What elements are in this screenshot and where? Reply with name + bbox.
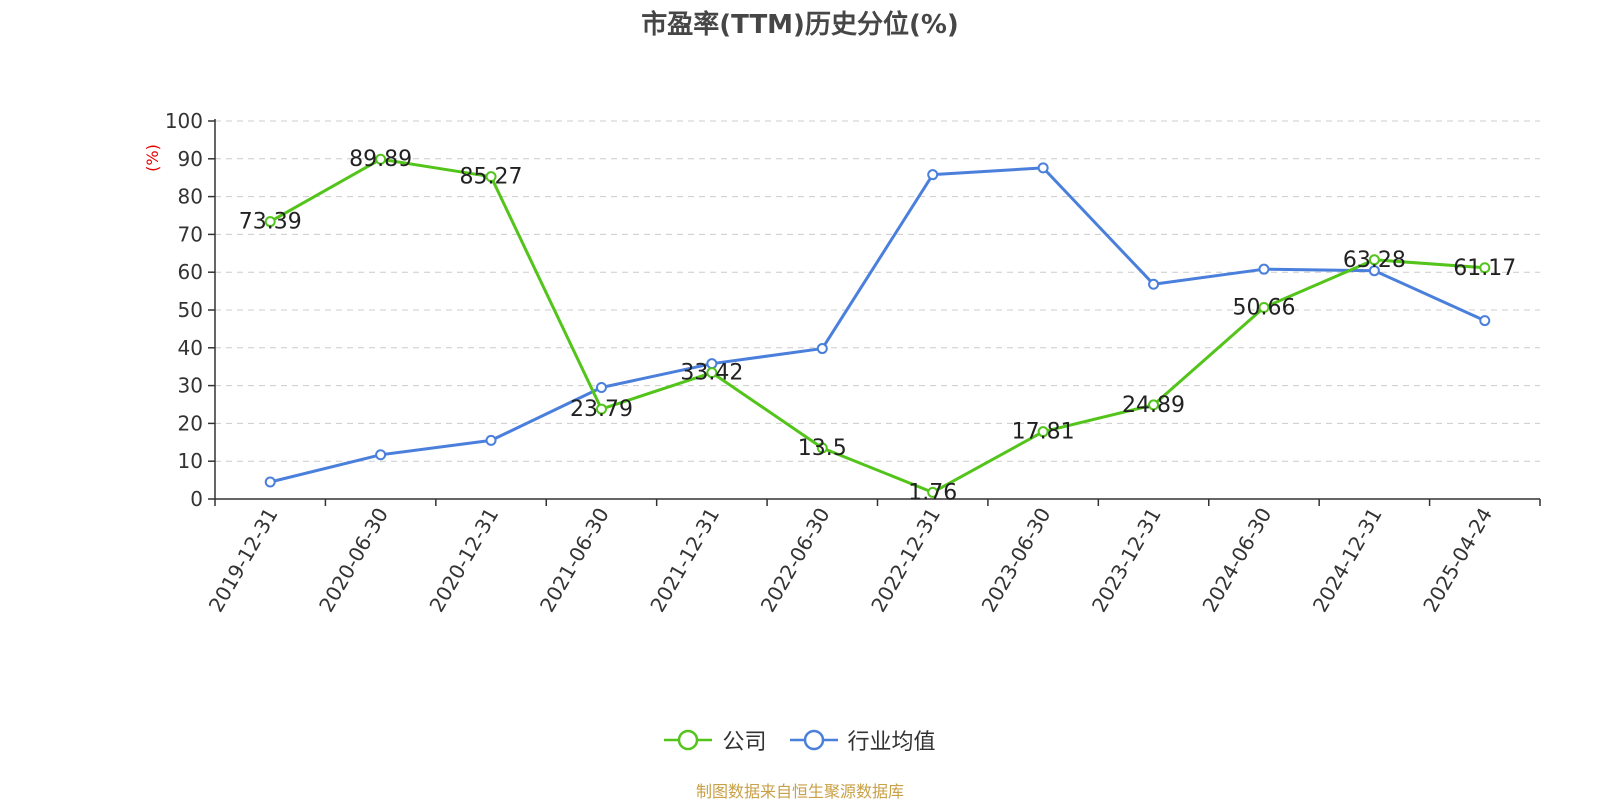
x-tick-label: 2020-12-31: [424, 503, 503, 616]
legend-label-company: 公司: [722, 730, 767, 755]
legend-label-industry: 行业均值: [847, 730, 936, 755]
data-point: [1479, 262, 1491, 274]
data-label: 89.89: [349, 147, 412, 172]
data-point: [816, 442, 828, 454]
data-point: [816, 343, 828, 355]
grid-lines: [215, 120, 1540, 462]
data-label: 1.76: [908, 480, 957, 505]
data-point: [595, 381, 607, 393]
chart-title: 市盈率(TTM)历史分位(%): [641, 10, 959, 40]
x-tick-label: 2024-12-31: [1308, 504, 1387, 617]
data-point: [485, 434, 497, 446]
data-point: [485, 171, 497, 183]
data-label: 85.27: [460, 165, 523, 190]
data-point: [375, 153, 387, 165]
y-tick-label: 70: [178, 222, 203, 246]
data-label: 33.42: [680, 361, 743, 386]
x-tick-label: 2020-06-30: [314, 504, 393, 617]
y-tick-label: 40: [178, 336, 203, 360]
axes: 0 10 20 30 40 50 60 70 80 90 100 2019-12-31 2020-06-…: [165, 109, 1541, 617]
data-point: [927, 169, 939, 181]
x-tick-label: 2023-12-31: [1087, 504, 1166, 617]
data-point: [264, 476, 276, 488]
data-point: [1479, 315, 1491, 327]
data-point: [706, 367, 718, 379]
data-label: 61.17: [1453, 256, 1516, 281]
data-label: 50.66: [1232, 296, 1295, 321]
source-note: 制图数据来自恒生聚源数据库: [695, 782, 904, 801]
y-tick-label: 60: [178, 260, 203, 284]
x-tick-label: 2025-04-24: [1418, 504, 1497, 617]
data-label: 73.39: [239, 210, 302, 235]
y-tick-label: 90: [178, 147, 203, 171]
data-point: [1037, 426, 1049, 438]
y-tick-label: 50: [178, 298, 203, 322]
x-tick-label: 2022-06-30: [756, 504, 835, 617]
x-tick-label: 2024-06-30: [1197, 504, 1276, 617]
x-tick-label: 2021-12-31: [645, 504, 724, 617]
data-point: [375, 449, 387, 461]
data-point: [264, 216, 276, 228]
data-label: 23.79: [570, 397, 633, 422]
legend-item-industry[interactable]: 行业均值: [789, 724, 936, 756]
y-tick-label: 30: [178, 374, 203, 398]
data-point: [1368, 254, 1380, 266]
series: [264, 153, 1491, 498]
data-point: [1148, 399, 1160, 411]
x-tick-label: 2022-12-31: [866, 503, 945, 616]
series-line-0: [269, 157, 1485, 494]
data-point: [1037, 162, 1049, 174]
data-point: [1368, 265, 1380, 277]
x-tick-label: 2021-06-30: [535, 504, 614, 617]
y-tick-label: 0: [190, 487, 203, 511]
data-label: 63.28: [1343, 248, 1406, 273]
data-label: 13.5: [798, 436, 847, 461]
series-line-1: [269, 166, 1486, 484]
y-tick-label: 10: [178, 449, 203, 473]
data-point: [1258, 302, 1270, 314]
data-label: 17.81: [1012, 420, 1075, 445]
data-point: [927, 486, 939, 498]
y-tick-label: 80: [178, 185, 203, 209]
y-tick-label: 20: [178, 411, 203, 435]
data-labels: 73.39 89.89 85.27 23.79 33.42 13.5 1.76 17.81 24…: [239, 147, 1517, 505]
data-point: [1148, 278, 1160, 290]
legend: 公司 行业均值: [0, 724, 1600, 756]
x-tick-label: 2023-06-30: [977, 504, 1056, 617]
legend-item-company[interactable]: 公司: [664, 724, 767, 756]
legend-marker-company: [664, 729, 713, 751]
data-point: [595, 403, 607, 415]
y-axis-label: (%): [143, 144, 162, 172]
y-tick-label: 100: [165, 109, 203, 133]
x-tick-label: 2019-12-31: [204, 504, 283, 617]
data-point: [1258, 263, 1270, 275]
data-label: 24.89: [1122, 393, 1185, 418]
legend-marker-industry: [789, 729, 838, 751]
